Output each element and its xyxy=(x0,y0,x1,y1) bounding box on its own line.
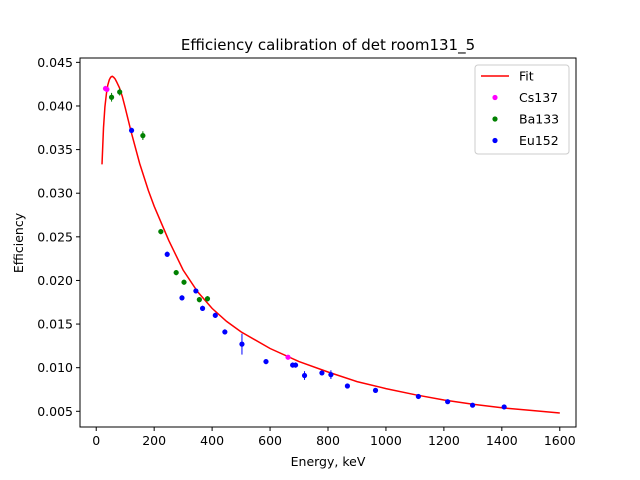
y-tick-label: 0.040 xyxy=(37,98,73,113)
eu152-marker xyxy=(239,341,245,347)
ba133-marker xyxy=(196,297,202,303)
eu152-point xyxy=(199,305,206,311)
legend: Fit Cs137 Ba133 Eu152 xyxy=(474,64,570,155)
ba133-marker xyxy=(158,228,164,235)
eu152-point xyxy=(319,370,325,376)
eu152-marker xyxy=(415,393,421,400)
eu152-marker xyxy=(212,312,218,318)
x-tick-label: 800 xyxy=(316,433,340,448)
eu152-marker xyxy=(301,372,308,379)
x-tick-label: 1200 xyxy=(428,433,460,448)
eu152-point xyxy=(301,371,308,380)
legend-swatch-ba133 xyxy=(492,116,498,122)
eu152-point xyxy=(179,295,185,301)
cs137-marker xyxy=(285,354,291,360)
eu152-point xyxy=(469,402,476,408)
eu152-point xyxy=(292,362,299,368)
eu152-point xyxy=(328,370,334,380)
ba133-point xyxy=(117,88,123,96)
y-tick-label: 0.010 xyxy=(37,360,73,375)
eu152-marker xyxy=(222,329,228,335)
eu152-marker xyxy=(263,358,269,365)
eu152-point xyxy=(445,399,451,405)
x-tick-label: 400 xyxy=(200,433,224,448)
legend-box xyxy=(474,64,570,155)
eu152-marker xyxy=(292,362,299,368)
ba133-point xyxy=(140,131,146,140)
y-tick-label: 0.015 xyxy=(37,317,73,332)
eu152-point xyxy=(222,329,228,335)
eu152-point xyxy=(239,333,245,355)
eu152-marker xyxy=(193,288,199,294)
x-tick-label: 600 xyxy=(258,433,282,448)
eu152-marker xyxy=(328,372,334,378)
ba133-point xyxy=(181,279,187,285)
plot-area xyxy=(101,75,560,414)
ba133-marker xyxy=(204,296,211,302)
ba133-point xyxy=(108,92,115,102)
chart-title: Efficiency calibration of det room131_5 xyxy=(181,36,475,55)
eu152-marker xyxy=(319,370,325,376)
eu152-point xyxy=(128,127,135,134)
ba133-point xyxy=(204,296,211,302)
legend-label-eu152: Eu152 xyxy=(519,133,559,148)
y-tick-label: 0.005 xyxy=(37,404,73,419)
eu152-point xyxy=(344,383,351,389)
x-tick-label: 200 xyxy=(142,433,166,448)
x-axis: 0 200 400 600 800 1000 1200 1400 1600 xyxy=(92,427,576,448)
legend-label-cs137: Cs137 xyxy=(519,90,558,105)
x-tick-label: 1600 xyxy=(544,433,576,448)
legend-swatch-cs137 xyxy=(492,94,498,101)
ba133-marker xyxy=(181,279,187,285)
y-axis-label: Efficiency xyxy=(11,212,26,273)
cs137-marker xyxy=(104,86,110,93)
eu152-point xyxy=(164,251,170,257)
y-tick-label: 0.045 xyxy=(37,55,73,70)
eu152-marker xyxy=(469,402,476,408)
ba133-point xyxy=(158,228,164,235)
legend-label-ba133: Ba133 xyxy=(519,112,559,127)
ba133-marker xyxy=(173,269,179,276)
y-tick-label: 0.035 xyxy=(37,142,73,157)
y-tick-label: 0.020 xyxy=(37,273,73,288)
eu152-point xyxy=(415,393,421,400)
x-tick-label: 1000 xyxy=(370,433,402,448)
legend-swatch-eu152 xyxy=(492,137,498,144)
ba133-marker xyxy=(140,133,146,139)
y-axis: 0.005 0.010 0.015 0.020 0.025 0.030 0.035 0.040… xyxy=(37,55,80,419)
eu152-point xyxy=(212,312,218,318)
legend-label-fit: Fit xyxy=(519,69,534,84)
eu152-marker xyxy=(501,404,507,410)
eu152-point xyxy=(501,404,507,410)
eu152-marker xyxy=(128,127,135,134)
eu152-marker xyxy=(344,383,351,389)
x-tick-label: 1400 xyxy=(486,433,518,448)
x-axis-label: Energy, keV xyxy=(291,454,366,469)
cs137-point xyxy=(104,86,110,93)
eu152-marker xyxy=(199,305,206,311)
cs137-point xyxy=(285,354,291,360)
eu152-marker xyxy=(179,295,185,301)
eu152-point xyxy=(193,288,199,294)
fit-line xyxy=(101,75,560,414)
eu152-point xyxy=(372,387,379,393)
ba133-point xyxy=(173,269,179,276)
x-tick-label: 0 xyxy=(92,433,100,448)
ba133-point xyxy=(196,297,202,303)
ba133-marker xyxy=(117,89,123,95)
eu152-marker xyxy=(445,399,451,405)
y-tick-label: 0.030 xyxy=(37,186,73,201)
eu152-marker xyxy=(372,387,379,393)
y-tick-label: 0.025 xyxy=(37,229,73,244)
eu152-point xyxy=(263,358,269,365)
eu152-marker xyxy=(164,251,170,257)
ba133-marker xyxy=(108,94,115,100)
